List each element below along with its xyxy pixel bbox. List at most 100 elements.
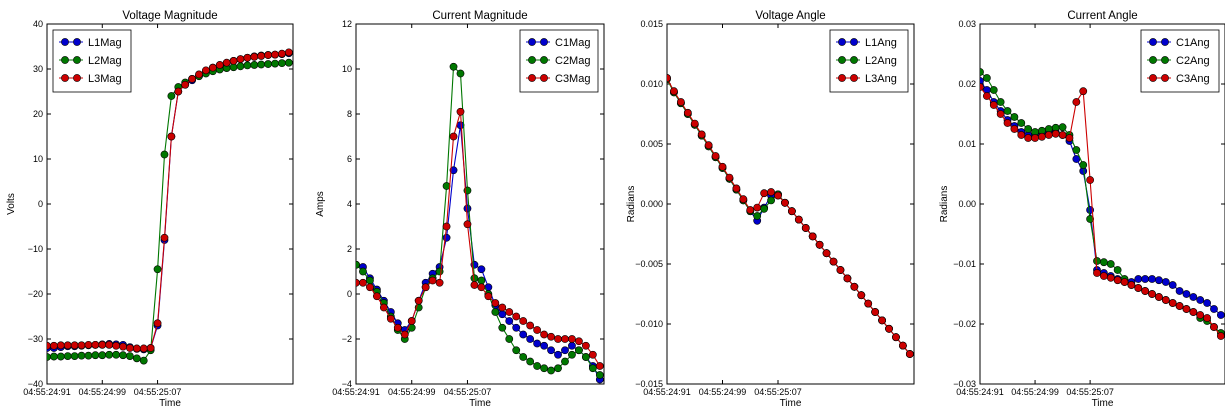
data-point-C1Ang bbox=[1175, 287, 1184, 295]
data-point-C1Ang bbox=[1189, 293, 1198, 301]
data-point-L2Mag bbox=[132, 354, 141, 363]
data-point-C2Mag bbox=[554, 364, 562, 373]
data-point-L3Mag bbox=[77, 341, 86, 350]
chart-panel-3: Voltage Angle 0.015 0.010 0.005 0.000 −0.005 −… bbox=[626, 10, 915, 409]
data-point-L2Mag bbox=[98, 351, 107, 360]
data-point-L3Ang bbox=[801, 224, 810, 232]
data-point-C3Ang bbox=[996, 110, 1005, 118]
legend-marker bbox=[540, 38, 548, 46]
data-point-C1Ang bbox=[1203, 299, 1212, 307]
data-point-C2Mag bbox=[547, 366, 555, 375]
data-point-C1Mag bbox=[547, 346, 555, 355]
y-tick-label: 6 bbox=[347, 154, 352, 164]
y-tick-label: 0.00 bbox=[958, 199, 976, 209]
chart-title: Current Magnitude bbox=[432, 10, 527, 22]
data-point-C3Ang bbox=[1024, 134, 1033, 142]
data-point-C1Ang bbox=[1148, 275, 1156, 283]
data-point-C2Ang bbox=[1072, 146, 1081, 154]
y-tick-label: 0.03 bbox=[958, 19, 976, 29]
data-point-L2Mag bbox=[63, 352, 72, 360]
data-point-C2Ang bbox=[1079, 161, 1088, 169]
legend-label: C2Mag bbox=[555, 55, 590, 67]
legend-marker bbox=[528, 38, 536, 46]
data-point-C1Ang bbox=[1161, 278, 1170, 286]
data-point-C1Mag bbox=[540, 341, 548, 350]
data-point-C1Mag bbox=[498, 310, 507, 319]
data-point-C1Ang bbox=[1196, 296, 1205, 304]
data-point-C1Mag bbox=[519, 330, 528, 339]
data-point-C3Mag bbox=[561, 335, 569, 343]
data-point-L3Ang bbox=[683, 108, 692, 117]
data-point-C1Ang bbox=[1182, 290, 1191, 298]
data-point-C2Ang bbox=[1024, 125, 1033, 133]
y-tick-label: 0.000 bbox=[640, 199, 663, 209]
data-point-L3Mag bbox=[167, 132, 176, 141]
data-point-L3Mag bbox=[132, 344, 141, 353]
data-point-C3Ang bbox=[1216, 332, 1225, 340]
y-tick-label: 0.015 bbox=[640, 19, 663, 29]
data-point-C1Mag bbox=[442, 233, 451, 242]
data-point-C3Ang bbox=[1044, 131, 1053, 139]
chart-title: Voltage Angle bbox=[755, 10, 825, 22]
data-point-C2Ang bbox=[1058, 123, 1067, 132]
legend-marker bbox=[1149, 56, 1157, 64]
data-point-L2Mag bbox=[47, 353, 51, 361]
data-point-L3Mag bbox=[98, 340, 107, 349]
data-point-C1Ang bbox=[1216, 311, 1225, 319]
data-point-L3Mag bbox=[243, 53, 252, 62]
data-point-L3Ang bbox=[676, 98, 685, 106]
data-point-L3Mag bbox=[229, 57, 238, 65]
data-point-C3Mag bbox=[526, 321, 535, 330]
data-point-C1Mag bbox=[505, 317, 514, 325]
data-point-C3Mag bbox=[505, 308, 514, 316]
data-point-L3Ang bbox=[718, 162, 727, 171]
data-point-L3Ang bbox=[892, 333, 900, 342]
data-point-L3Mag bbox=[271, 50, 279, 59]
data-point-L2Mag bbox=[77, 351, 86, 360]
x-axis-label: Time bbox=[469, 398, 491, 409]
legend-marker bbox=[540, 74, 548, 82]
y-tick-label: 0.005 bbox=[640, 139, 663, 149]
y-tick-label: 4 bbox=[347, 199, 352, 209]
data-point-C1Mag bbox=[512, 323, 521, 332]
data-point-L3Mag bbox=[188, 75, 197, 83]
series-line-C2Mag bbox=[356, 65, 601, 376]
legend-marker bbox=[850, 38, 858, 46]
data-point-L3Ang bbox=[850, 282, 859, 291]
data-point-C3Ang bbox=[1182, 305, 1191, 313]
data-point-C2Mag bbox=[366, 276, 374, 285]
data-point-C1Mag bbox=[526, 335, 535, 343]
data-point-C1Mag bbox=[561, 346, 569, 355]
x-axis-label: Time bbox=[1092, 398, 1114, 409]
y-tick-label: 8 bbox=[347, 109, 352, 119]
data-point-C3Ang bbox=[982, 92, 991, 100]
data-point-C3Ang bbox=[1072, 98, 1081, 106]
legend-label: C1Mag bbox=[555, 37, 590, 49]
legend-label: C2Ang bbox=[1176, 55, 1210, 67]
data-point-C3Mag bbox=[595, 362, 604, 370]
data-point-L2Mag bbox=[70, 352, 79, 360]
legend-label: L2Ang bbox=[865, 55, 897, 67]
legend-label: C3Mag bbox=[555, 73, 590, 85]
data-point-C2Mag bbox=[540, 364, 548, 373]
legend-marker bbox=[528, 74, 536, 82]
data-point-L2Ang bbox=[753, 212, 762, 220]
data-point-C3Ang bbox=[1065, 134, 1074, 142]
data-point-L3Mag bbox=[112, 341, 121, 350]
legend-marker bbox=[61, 38, 69, 46]
data-point-L2Mag bbox=[257, 60, 266, 69]
data-point-L3Mag bbox=[264, 51, 273, 59]
data-point-C3Mag bbox=[442, 222, 451, 231]
legend: L1Mag L2Mag L3Mag bbox=[52, 29, 132, 93]
y-tick-label: −0.01 bbox=[953, 259, 976, 269]
legend-label: L3Mag bbox=[88, 73, 122, 85]
data-point-L3Mag bbox=[181, 80, 190, 89]
legend-marker bbox=[61, 74, 69, 82]
data-point-C3Ang bbox=[1113, 276, 1122, 285]
data-point-C3Ang bbox=[980, 83, 984, 91]
data-point-C3Mag bbox=[379, 303, 388, 312]
data-point-L2Mag bbox=[91, 351, 100, 360]
data-point-C2Ang bbox=[1106, 260, 1115, 268]
